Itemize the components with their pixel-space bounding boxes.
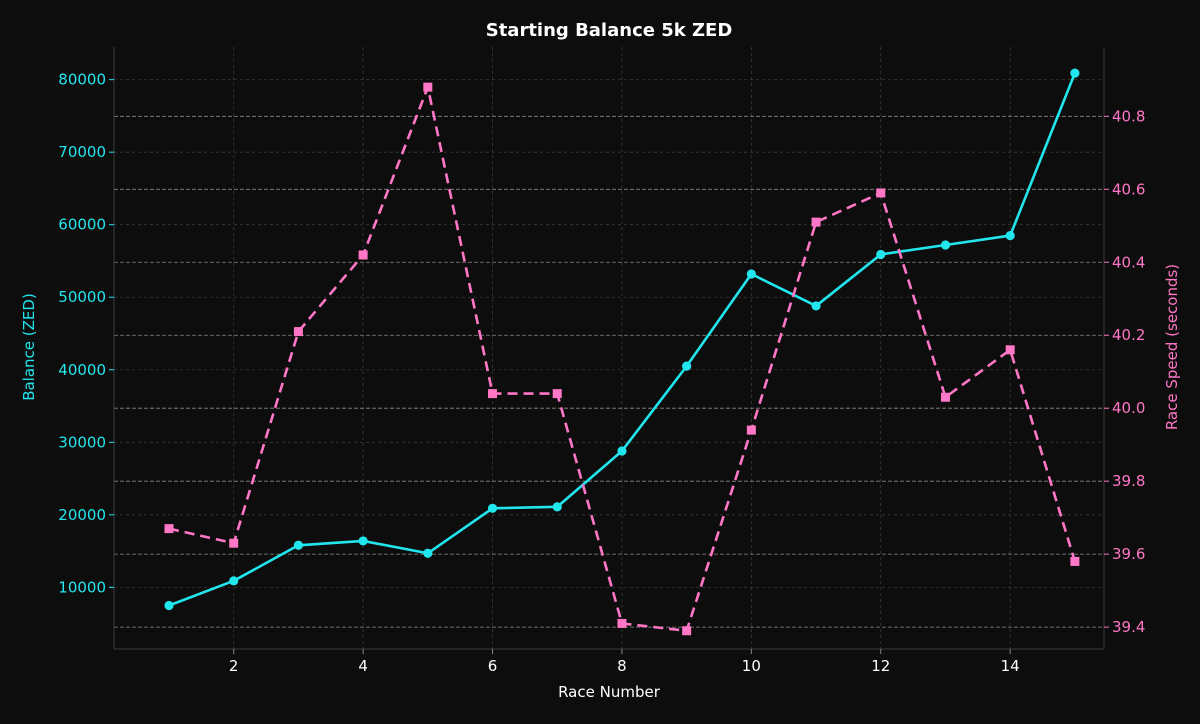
x-tick-label: 14 — [1001, 657, 1020, 675]
point-right-14 — [1005, 345, 1015, 355]
point-left-2 — [229, 576, 239, 586]
point-left-13 — [940, 240, 951, 250]
grid-layer — [114, 47, 1104, 649]
chart-title: Starting Balance 5k ZED — [486, 20, 733, 41]
y-left-tick-label: 20000 — [58, 506, 106, 524]
point-left-14 — [1005, 230, 1015, 241]
x-tick-label: 4 — [358, 657, 368, 675]
y-left-tick-label: 80000 — [58, 71, 106, 89]
point-left-4 — [358, 536, 368, 546]
y-left-tick-label: 40000 — [58, 361, 106, 379]
point-right-11 — [811, 217, 821, 227]
point-left-11 — [811, 301, 821, 311]
point-left-10 — [746, 269, 756, 279]
point-left-3 — [293, 540, 304, 550]
point-left-1 — [164, 600, 174, 611]
point-right-1 — [164, 524, 174, 534]
point-left-7 — [552, 502, 562, 512]
y-left-axis-label: Balance (ZED) — [20, 293, 38, 401]
point-right-6 — [488, 389, 498, 399]
series-layer — [164, 68, 1080, 636]
point-left-5 — [423, 548, 433, 558]
x-axis-label: Race Number — [558, 683, 661, 701]
y-left-tick-label: 70000 — [58, 143, 106, 161]
x-tick-label: 6 — [488, 657, 498, 675]
x-tick-label: 10 — [742, 657, 761, 675]
x-tick-label: 8 — [617, 657, 627, 675]
y-left-tick-label: 50000 — [58, 288, 106, 306]
point-right-10 — [746, 425, 756, 435]
y-right-tick-label: 39.4 — [1112, 618, 1145, 636]
point-right-3 — [293, 327, 303, 337]
y-right-tick-label: 39.6 — [1112, 545, 1145, 563]
point-right-9 — [682, 626, 692, 636]
y-right-tick-label: 39.8 — [1112, 472, 1145, 490]
y-right-axis-label: Race Speed (seconds) — [1163, 264, 1181, 430]
point-right-2 — [229, 538, 239, 548]
y-left-tick-label: 30000 — [58, 433, 106, 451]
axes-layer: 2 4 6 8 10 12 14 10000 20000 30000 40000 50000 60000… — [58, 47, 1145, 675]
point-left-9 — [682, 361, 692, 371]
y-left-tick-label: 10000 — [58, 578, 106, 596]
y-right-tick-label: 40.2 — [1112, 326, 1145, 344]
point-right-7 — [552, 389, 562, 399]
y-left-tick-label: 60000 — [58, 216, 106, 234]
y-right-tick-label: 40.6 — [1112, 180, 1145, 198]
point-left-15 — [1070, 68, 1080, 78]
point-right-15 — [1070, 556, 1080, 566]
x-tick-label: 2 — [229, 657, 239, 675]
y-right-tick-label: 40.4 — [1112, 253, 1145, 271]
point-left-8 — [617, 446, 627, 456]
point-right-5 — [423, 82, 433, 92]
x-tick-label: 12 — [871, 657, 890, 675]
point-left-12 — [876, 249, 886, 260]
point-right-12 — [876, 188, 886, 198]
point-right-13 — [940, 392, 950, 402]
y-right-tick-label: 40.8 — [1112, 107, 1145, 125]
y-right-tick-label: 40.0 — [1112, 399, 1145, 417]
point-right-4 — [358, 250, 368, 260]
point-left-6 — [487, 503, 498, 513]
point-right-8 — [617, 618, 627, 628]
